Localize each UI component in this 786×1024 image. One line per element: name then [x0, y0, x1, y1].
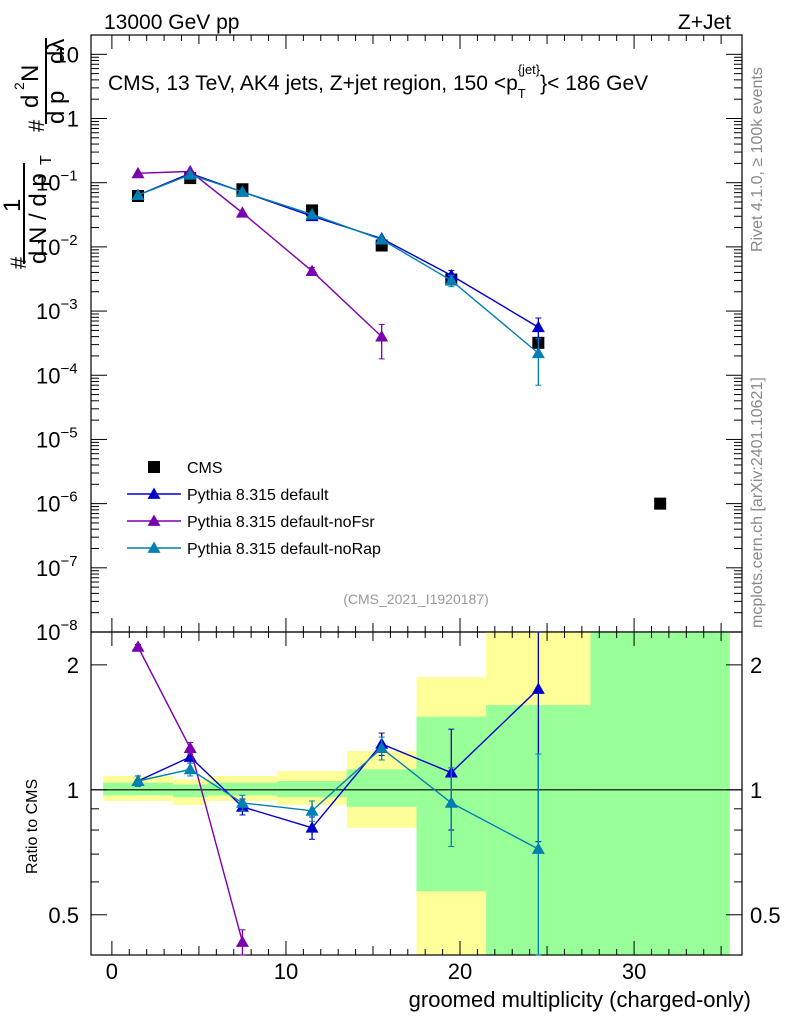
- ratio-y-tick-label: 0.5: [48, 903, 79, 928]
- panel-description: CMS, 13 TeV, AK4 jets, Z+jet region, 150…: [108, 62, 648, 101]
- noFsr-ratio-point: [183, 741, 197, 754]
- y-tick-label: 10−8: [36, 617, 78, 645]
- legend: CMS Pythia 8.315 default Pythia 8.315 defa…: [127, 460, 381, 558]
- x-tick-label: 20: [448, 959, 472, 984]
- ylabel-dlambda: dλ: [43, 39, 70, 64]
- y-tick-label: 1: [67, 107, 79, 132]
- noRap-ratio-point: [375, 741, 389, 754]
- noRap-ratio-point: [183, 762, 197, 775]
- noRap-point: [531, 346, 545, 359]
- main-y-axis-title: # 1 d N / d p T # d 2 N d p dλ: [0, 38, 70, 269]
- legend-label: Pythia 8.315 default-noFsr: [187, 514, 375, 531]
- noRap-point: [305, 207, 319, 220]
- legend-cms-marker: [148, 461, 160, 473]
- noFsr-point: [235, 206, 249, 218]
- noFsr-point: [131, 166, 145, 179]
- default-ratio-point: [305, 821, 319, 833]
- default-point: [531, 320, 545, 333]
- x-axis-title: groomed multiplicity (charged-only): [409, 987, 751, 1012]
- noRap-ratio-point: [444, 796, 458, 808]
- y-tick-label: 10−2: [36, 232, 78, 260]
- ratio-y-tick-label: 2: [67, 653, 79, 678]
- noRap-ratio-point: [305, 804, 319, 816]
- y-tick-label: 10: [55, 42, 79, 67]
- main-panel: 10 1 10−1 10−2 10−3 10−4 10−5 10−6 10−7 10−8: [36, 34, 743, 645]
- noRap-point: [183, 168, 197, 180]
- ratio-y-axis-title: Ratio to CMS: [24, 779, 41, 874]
- cms-point: [654, 497, 667, 510]
- header-left-label: 13000 GeV pp: [104, 11, 239, 34]
- y-tick-label: 10−3: [36, 296, 78, 324]
- default-ratio-point: [531, 682, 545, 694]
- default-line: [137, 172, 539, 328]
- ylabel-hash2: #: [24, 119, 49, 132]
- noFsr-point: [305, 264, 319, 276]
- green-band-0: [103, 782, 173, 796]
- x-tick-label: 30: [622, 959, 646, 984]
- legend-default-marker: [147, 487, 161, 499]
- green-band-3: [277, 781, 347, 798]
- noRap-point: [444, 273, 458, 286]
- y-tick-label: 10−1: [36, 168, 78, 196]
- ylabel-one: 1: [0, 199, 26, 212]
- green-band-2: [207, 782, 278, 796]
- green-band-4: [346, 769, 417, 807]
- noFsr-ratio-point: [131, 640, 145, 652]
- green-band-7: [590, 632, 730, 955]
- header-right-label: Z+Jet: [678, 11, 731, 34]
- ylabel-d2N-sup: 2: [11, 82, 27, 90]
- legend-noFsr-marker: [147, 514, 161, 526]
- x-tick-label: 10: [274, 959, 298, 984]
- ratio-y-tick-label-right: 1: [750, 778, 762, 803]
- description-text: CMS, 13 TeV, AK4 jets, Z+jet region, 150…: [108, 72, 518, 95]
- ratio-panel: 0 10 20 30 0.5 0.5 1 1 2 2: [48, 631, 781, 984]
- description-end: }< 186 GeV: [540, 72, 648, 95]
- noRap-ratio-point: [235, 796, 249, 808]
- ylabel-dpt: d p: [43, 91, 70, 124]
- ratio-frame: [90, 631, 743, 956]
- mcplots-label: mcplots.cern.ch [arXiv:2401.10621]: [749, 377, 766, 628]
- green-band-1: [172, 784, 208, 798]
- noRap-ratio-point: [131, 774, 145, 786]
- noRap-point: [375, 233, 389, 245]
- description-pt-sup: {jet}: [518, 62, 541, 77]
- legend-label: Pythia 8.315 default: [187, 487, 329, 504]
- y-tick-label: 10−6: [36, 489, 78, 517]
- ylabel-dN-dpt: d N / d p: [25, 173, 52, 264]
- y-tick-label: 10−7: [36, 553, 78, 581]
- legend-noRap-marker: [147, 541, 161, 553]
- noRap-ratio-point: [531, 842, 545, 854]
- legend-label: Pythia 8.315 default-noRap: [187, 541, 381, 558]
- x-tick-label: 0: [106, 959, 118, 984]
- noFsr-ratio-point: [235, 935, 249, 947]
- noRap-point: [235, 185, 249, 197]
- analysis-id: (CMS_2021_I1920187): [343, 591, 489, 607]
- description-pt-sub: T: [518, 86, 526, 101]
- ylabel-d2N: d: [17, 95, 44, 108]
- ratio-y-tick-label-right: 2: [750, 653, 762, 678]
- y-tick-label: 10−5: [36, 424, 78, 452]
- ylabel-dN-dpt-sub: T: [38, 155, 55, 165]
- ratio-y-tick-label: 1: [67, 778, 79, 803]
- y-tick-label: 10−4: [36, 360, 78, 388]
- noRap-line: [137, 174, 539, 354]
- noFsr-point: [375, 330, 389, 342]
- noRap-point: [131, 188, 145, 201]
- ratio-y-tick-label-right: 0.5: [750, 903, 781, 928]
- rivet-label: Rivet 4.1.0, ≥ 100k events: [749, 67, 766, 252]
- noFsr-line: [137, 170, 383, 338]
- ylabel-d2N-N: N: [17, 65, 44, 82]
- legend-label: CMS: [187, 460, 223, 477]
